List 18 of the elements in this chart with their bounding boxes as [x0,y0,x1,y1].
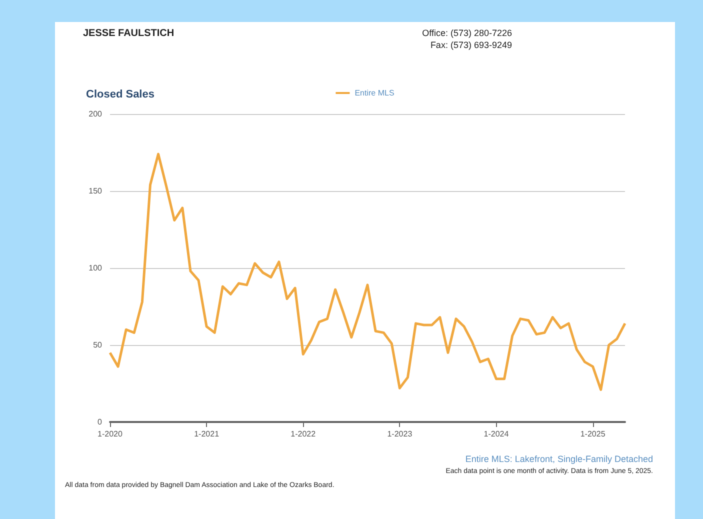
text: JESSE FAULSTICH [83,28,174,39]
legend-label: Entire MLS [354,88,394,98]
x-tick-label: 1-2024 [484,430,510,438]
text: Fax: (573) 693-9249 [430,40,512,50]
y-tick-label: 50 [93,340,103,350]
x-tick-label: 1-2022 [290,430,316,438]
x-tick-label: 1-2023 [387,430,413,438]
y-tick-label: 150 [88,186,103,196]
y-tick-label: 100 [88,264,103,272]
line-series [108,152,626,391]
text: Entire MLS: Lakefront, Single-Family Detached [465,454,653,464]
chart-title: Closed Sales [86,88,154,100]
text: Office: (573) 280-7226 [422,28,512,38]
x-tick-label: 1-2021 [194,430,220,438]
y-tick-label: 200 [88,110,103,118]
x-tick-label: 1-2020 [98,430,123,438]
y-tick-label: 0 [98,418,103,426]
x-tick-label: 1-2025 [580,430,606,438]
